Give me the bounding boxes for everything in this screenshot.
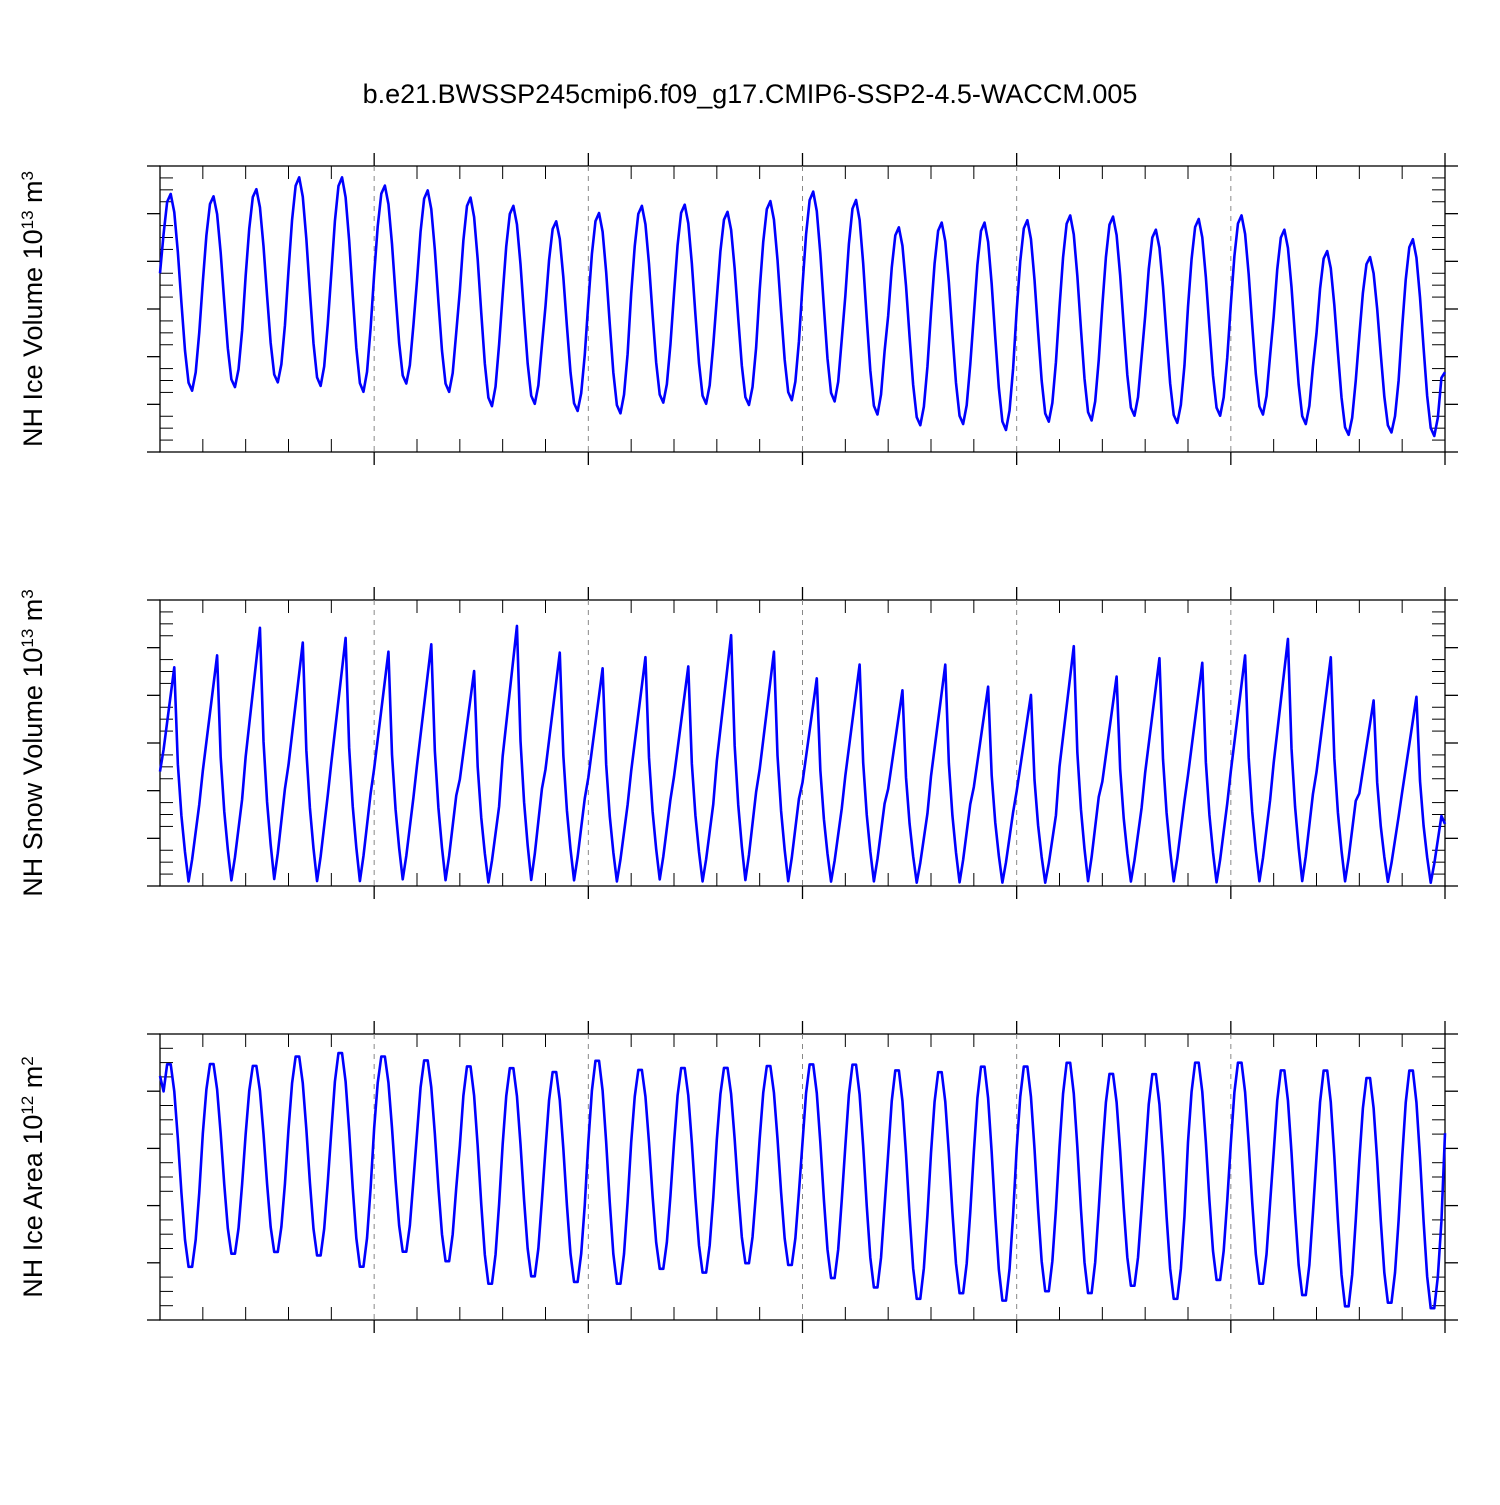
ice-area-y-axis-label: NH Ice Area 1012 m2: [18, 1056, 49, 1297]
ice-volume-series-line: [158, 176, 1447, 438]
ice-volume-y-axis-label-part: m: [18, 180, 48, 210]
snow-volume-y-axis-label-part: 3: [18, 589, 37, 598]
panel-snow-volume: NH Snow Volume 1013 m3: [18, 587, 1458, 899]
snow-volume-series-line: [158, 624, 1447, 885]
snow-volume-y-axis-label-part: 13: [18, 629, 37, 648]
ice-volume-y-axis-label: NH Ice Volume 1013 m3: [18, 171, 49, 447]
panel-ice-volume: NH Ice Volume 1013 m3: [18, 153, 1458, 465]
ice-volume-y-axis-label-part: 13: [18, 210, 37, 229]
ice-area-y-axis-label-part: 12: [18, 1096, 37, 1115]
ice-area-series-line: [158, 1051, 1447, 1310]
ice-volume-y-axis-label-part: 3: [18, 171, 37, 180]
ice-area-y-axis-label-part: m: [18, 1066, 48, 1096]
ice-area-y-axis-label-part: 2: [18, 1056, 37, 1065]
ice-volume-y-axis-label-part: NH Ice Volume 10: [18, 229, 48, 447]
ice-area-y-axis-label-part: NH Ice Area 10: [18, 1115, 48, 1298]
panel-ice-area: NH Ice Area 1012 m2: [18, 1021, 1458, 1333]
figure-title: b.e21.BWSSP245cmip6.f09_g17.CMIP6-SSP2-4…: [363, 79, 1138, 109]
snow-volume-y-axis-label-part: m: [18, 599, 48, 629]
snow-volume-y-axis-label-part: NH Snow Volume 10: [18, 648, 48, 897]
snow-volume-y-axis-label: NH Snow Volume 1013 m3: [18, 589, 49, 897]
